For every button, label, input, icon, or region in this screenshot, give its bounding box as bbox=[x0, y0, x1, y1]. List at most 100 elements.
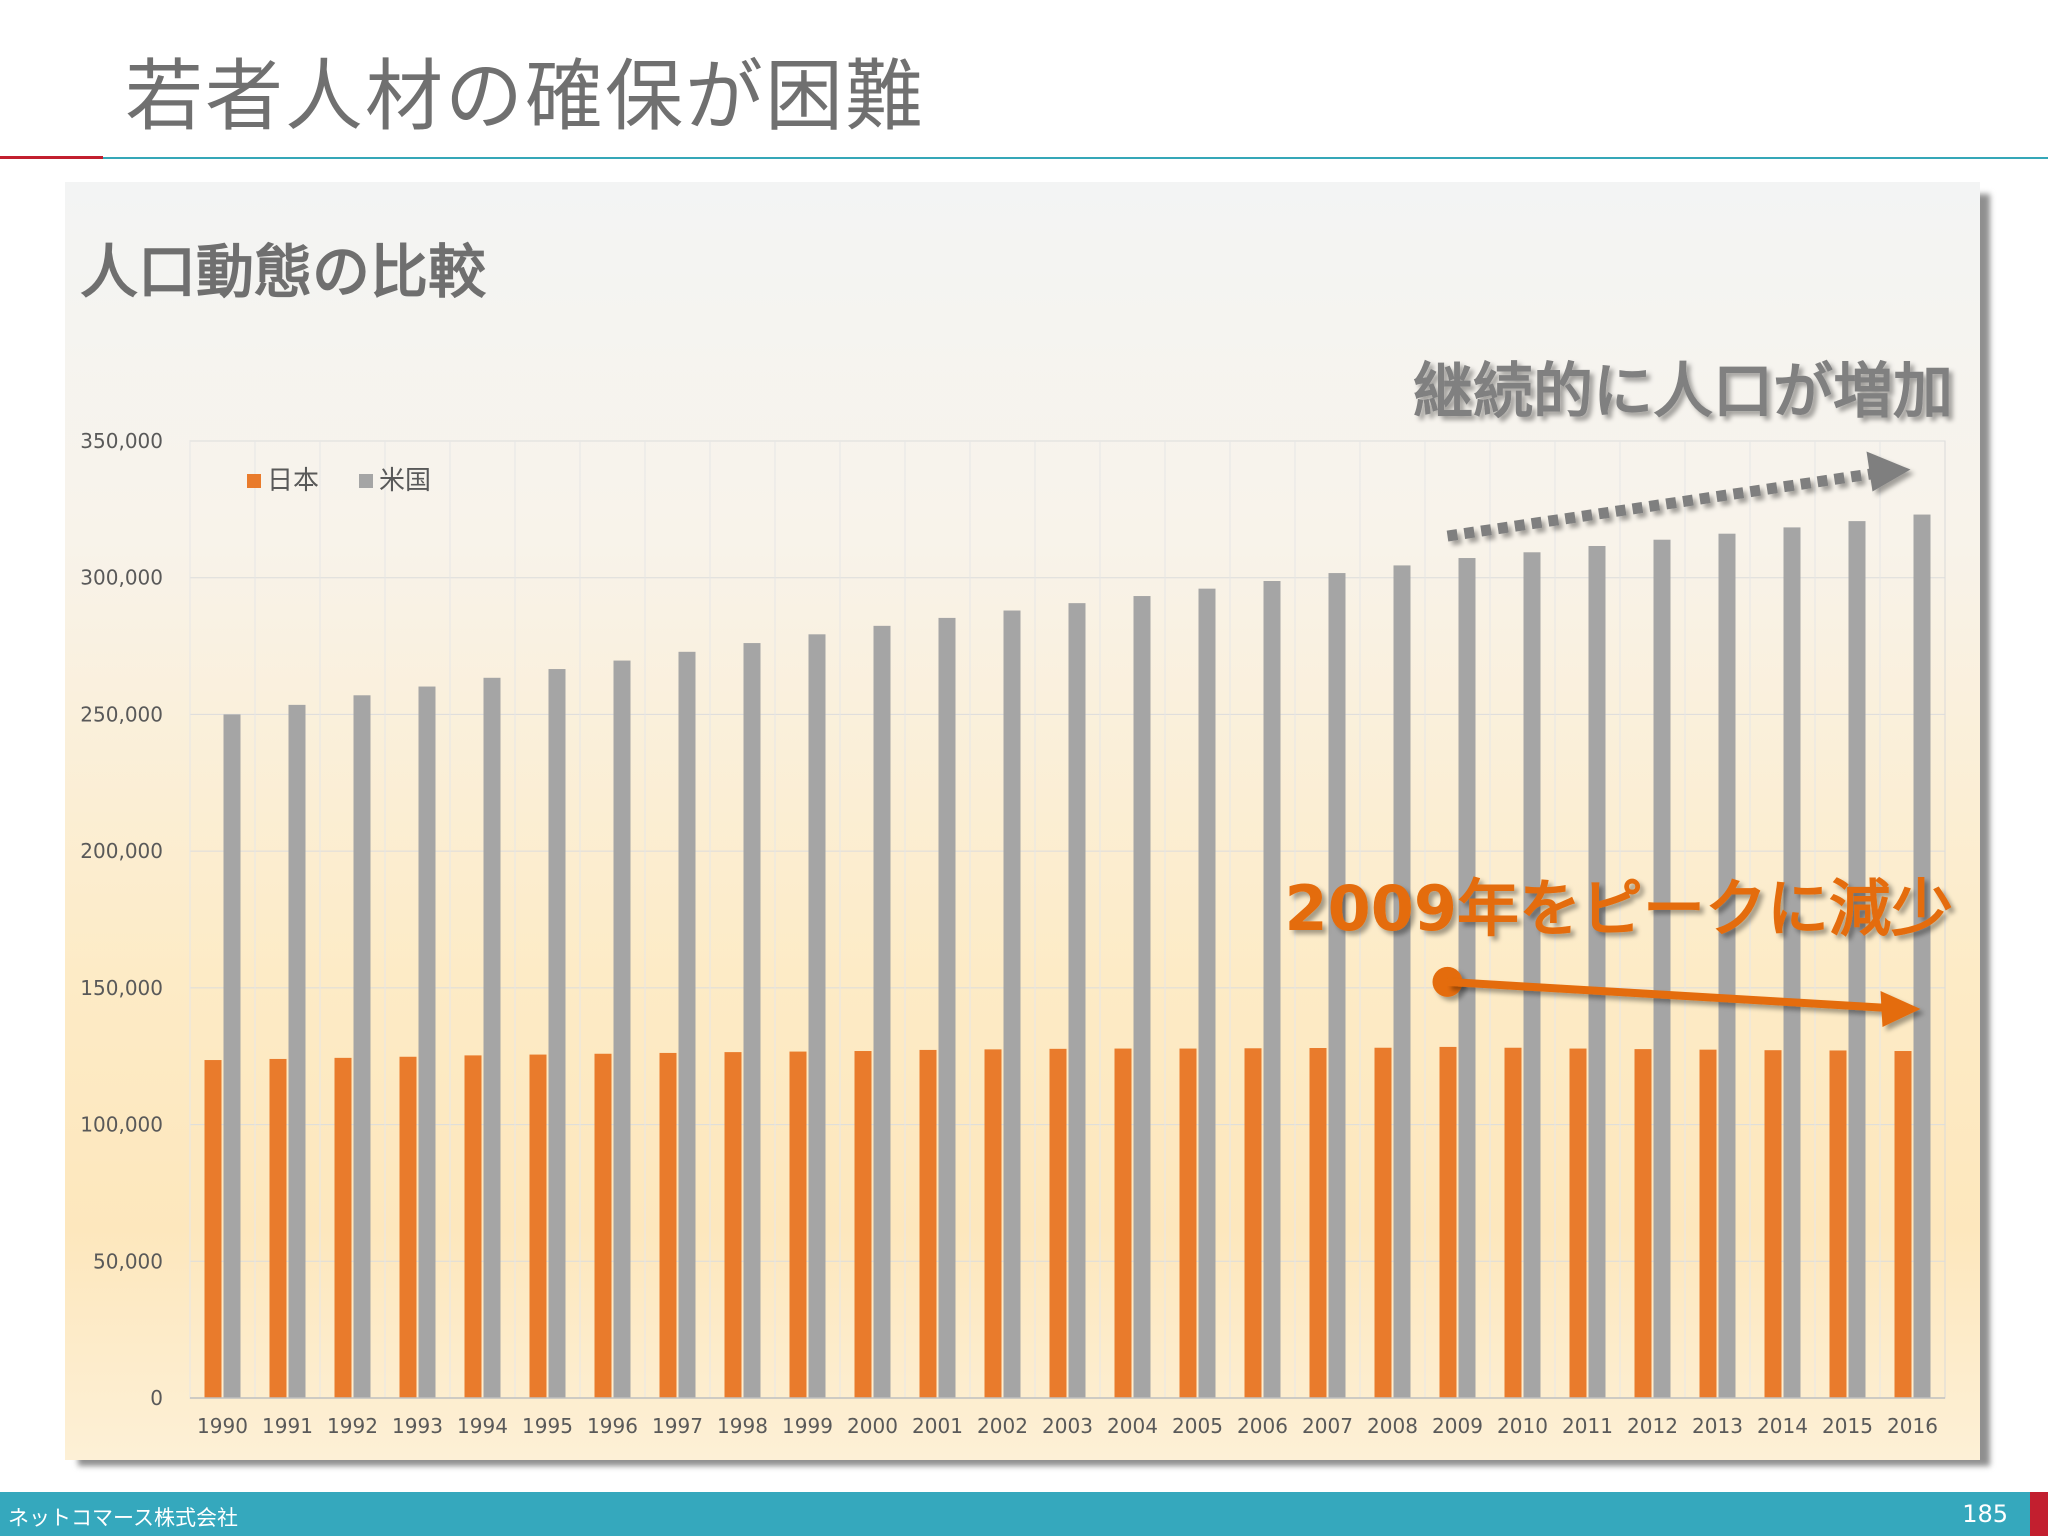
bar-usa bbox=[1588, 545, 1606, 1398]
bar-usa bbox=[353, 695, 371, 1398]
decline-arrow-shaft bbox=[1447, 977, 1889, 1013]
legend-label-usa: 米国 bbox=[379, 466, 431, 496]
bar-usa bbox=[1523, 552, 1541, 1398]
x-tick-label: 2000 bbox=[847, 1414, 898, 1438]
y-tick-label: 0 bbox=[150, 1386, 163, 1410]
bar-japan bbox=[1179, 1048, 1197, 1398]
bar-usa bbox=[938, 617, 956, 1398]
bar-usa bbox=[808, 634, 826, 1398]
x-tick-label: 1999 bbox=[782, 1414, 833, 1438]
y-tick-label: 350,000 bbox=[80, 429, 163, 453]
bar-japan bbox=[1114, 1048, 1132, 1398]
bar-japan bbox=[594, 1053, 612, 1398]
y-tick-label: 200,000 bbox=[80, 839, 163, 863]
bar-japan bbox=[659, 1052, 677, 1398]
bar-japan bbox=[1829, 1050, 1847, 1398]
bar-japan bbox=[399, 1056, 417, 1398]
title-underline-red bbox=[0, 156, 103, 159]
x-tick-label: 2004 bbox=[1107, 1414, 1158, 1438]
chart-panel: 人口動態の比較 0 50,000 100,000 150,000 200,000 250,0… bbox=[65, 182, 1980, 1460]
x-tick-label: 2014 bbox=[1757, 1414, 1808, 1438]
bar-usa bbox=[548, 669, 566, 1398]
x-tick-label: 2002 bbox=[977, 1414, 1028, 1438]
bar-japan bbox=[1894, 1051, 1912, 1398]
title-underline-teal bbox=[103, 157, 2048, 159]
bar-japan bbox=[1244, 1048, 1262, 1398]
x-tick-label: 2011 bbox=[1562, 1414, 1613, 1438]
x-tick-label: 2005 bbox=[1172, 1414, 1223, 1438]
x-tick-label: 2012 bbox=[1627, 1414, 1678, 1438]
bar-usa bbox=[1003, 610, 1021, 1398]
page-number: 185 bbox=[1962, 1500, 2008, 1528]
bar-japan bbox=[529, 1054, 547, 1398]
annotation-decline: 2009年をピークに減少 bbox=[1284, 872, 1953, 945]
population-chart: 人口動態の比較 0 50,000 100,000 150,000 200,000 250,0… bbox=[80, 238, 1953, 1438]
bar-usa bbox=[613, 660, 631, 1398]
x-tick-label: 1998 bbox=[717, 1414, 768, 1438]
bar-usa bbox=[1328, 573, 1346, 1398]
bar-japan bbox=[1634, 1049, 1652, 1398]
chart-title: 人口動態の比較 bbox=[80, 238, 487, 306]
bar-japan bbox=[854, 1051, 872, 1398]
bar-usa bbox=[1653, 539, 1671, 1398]
y-tick-label: 100,000 bbox=[80, 1113, 163, 1137]
bar-japan bbox=[1569, 1048, 1587, 1398]
x-tick-label: 2007 bbox=[1302, 1414, 1353, 1438]
x-tick-label: 2003 bbox=[1042, 1414, 1093, 1438]
y-tick-label: 150,000 bbox=[80, 976, 163, 1000]
legend-swatch-usa bbox=[359, 474, 373, 488]
bar-usa bbox=[1848, 521, 1866, 1398]
x-tick-label: 2001 bbox=[912, 1414, 963, 1438]
bar-japan bbox=[334, 1057, 352, 1398]
bar-usa bbox=[223, 714, 241, 1398]
bar-japan bbox=[1049, 1048, 1067, 1398]
bar-japan bbox=[984, 1049, 1002, 1398]
x-tick-label: 2006 bbox=[1237, 1414, 1288, 1438]
growth-dotted-arrow-shaft bbox=[1446, 467, 1882, 542]
bar-japan bbox=[919, 1049, 937, 1398]
bar-japan bbox=[1764, 1050, 1782, 1398]
x-tick-label: 2010 bbox=[1497, 1414, 1548, 1438]
x-tick-label: 2008 bbox=[1367, 1414, 1418, 1438]
x-tick-label: 1995 bbox=[522, 1414, 573, 1438]
x-tick-label: 1997 bbox=[652, 1414, 703, 1438]
footer-accent bbox=[2030, 1492, 2048, 1536]
bar-usa bbox=[483, 677, 501, 1398]
bar-usa bbox=[1458, 558, 1476, 1398]
x-tick-label: 2016 bbox=[1887, 1414, 1938, 1438]
bar-japan bbox=[1439, 1046, 1457, 1398]
bar-usa bbox=[418, 686, 436, 1398]
slide-title: 若者人材の確保が困難 bbox=[125, 52, 926, 142]
annotation-growth: 継続的に人口が増加 bbox=[1413, 357, 1953, 427]
y-tick-label: 300,000 bbox=[80, 566, 163, 590]
x-tick-label: 1993 bbox=[392, 1414, 443, 1438]
bar-usa bbox=[1783, 527, 1801, 1398]
x-tick-label: 1992 bbox=[327, 1414, 378, 1438]
bar-usa bbox=[1718, 533, 1736, 1398]
bar-japan bbox=[1699, 1049, 1717, 1398]
bar-japan bbox=[1309, 1048, 1327, 1398]
x-tick-label: 2013 bbox=[1692, 1414, 1743, 1438]
y-tick-label: 50,000 bbox=[93, 1249, 163, 1273]
x-tick-label: 2015 bbox=[1822, 1414, 1873, 1438]
bar-usa bbox=[288, 704, 306, 1398]
x-tick-label: 1990 bbox=[197, 1414, 248, 1438]
footer-bar: ネットコマース株式会社 185 bbox=[0, 1492, 2048, 1536]
x-tick-label: 2009 bbox=[1432, 1414, 1483, 1438]
bar-usa bbox=[873, 625, 891, 1398]
bar-usa bbox=[1263, 580, 1281, 1398]
bar-japan bbox=[724, 1052, 742, 1398]
bar-japan bbox=[789, 1051, 807, 1398]
y-tick-label: 250,000 bbox=[80, 702, 163, 726]
bar-japan bbox=[464, 1055, 482, 1398]
bar-usa bbox=[743, 643, 761, 1398]
bar-japan bbox=[269, 1058, 287, 1398]
bar-usa bbox=[1198, 588, 1216, 1398]
bar-usa bbox=[1913, 514, 1931, 1398]
bar-japan bbox=[204, 1060, 222, 1398]
legend-label-japan: 日本 bbox=[267, 466, 319, 496]
bar-japan bbox=[1504, 1047, 1522, 1398]
x-tick-label: 1994 bbox=[457, 1414, 508, 1438]
bar-japan bbox=[1374, 1047, 1392, 1398]
company-name: ネットコマース株式会社 bbox=[8, 1506, 238, 1530]
